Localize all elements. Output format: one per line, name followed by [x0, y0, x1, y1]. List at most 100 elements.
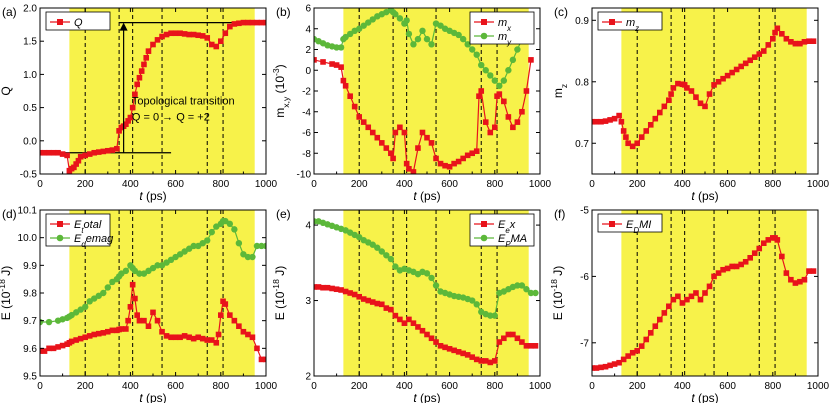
y-tick-label: 2.0	[23, 4, 37, 15]
data-point	[482, 119, 489, 125]
data-point	[492, 358, 498, 364]
data-point	[379, 140, 385, 146]
data-point	[527, 289, 535, 297]
data-point	[109, 147, 116, 153]
data-point	[487, 129, 494, 136]
data-point	[451, 160, 457, 167]
data-point	[403, 160, 410, 167]
data-point	[388, 150, 394, 157]
data-point	[492, 124, 498, 131]
data-point	[634, 347, 640, 354]
y-axis-label: E (10-18 J)	[0, 266, 13, 321]
data-point	[765, 237, 772, 243]
data-point	[141, 317, 147, 324]
data-point	[652, 115, 659, 122]
y-axis-label: Q	[0, 86, 13, 95]
legend: mz	[597, 11, 663, 33]
data-point	[487, 312, 494, 319]
data-point	[365, 297, 372, 304]
data-point	[414, 35, 422, 43]
data-point	[46, 149, 52, 156]
data-point	[145, 323, 152, 329]
data-point	[262, 242, 266, 250]
data-point	[532, 289, 539, 297]
data-point	[643, 336, 650, 343]
data-point	[86, 151, 93, 157]
data-point	[254, 19, 260, 26]
data-point	[756, 245, 763, 252]
data-point	[592, 365, 595, 371]
data-point	[365, 124, 372, 131]
data-point	[756, 51, 763, 57]
data-point	[518, 282, 526, 289]
y-tick-label: -8	[302, 149, 311, 160]
x-tick-label: 200	[77, 179, 94, 190]
panel-d: 0 200 400 600 800 1000 9.5 9.6 9.7 9.8 9.9 10.0 10.1…	[0, 206, 278, 403]
data-point	[392, 263, 399, 270]
data-point	[711, 82, 717, 88]
data-point	[360, 296, 367, 302]
data-point	[82, 303, 89, 311]
panel-b: 0 200 400 600 800 1000 -10 -8 -6 -4 -2 0 2 4 6 t (ps) mx…	[271, 4, 552, 204]
x-tick-label: 600	[441, 179, 458, 190]
data-point	[154, 37, 161, 43]
data-point	[788, 276, 794, 283]
x-tick-label: 400	[122, 381, 139, 392]
data-point	[623, 134, 629, 140]
arrow-head	[119, 22, 128, 31]
data-point	[751, 250, 758, 256]
data-point	[122, 267, 130, 275]
data-point	[684, 296, 690, 303]
y-tick-label: 4	[305, 24, 311, 35]
data-point	[392, 11, 399, 18]
data-point	[240, 19, 247, 26]
legend-label: Eex	[498, 219, 516, 235]
series-group	[592, 235, 817, 371]
panel-label: (d)	[2, 207, 17, 221]
data-point	[109, 327, 116, 334]
data-point	[510, 124, 516, 131]
data-point	[392, 129, 399, 136]
data-point	[390, 155, 396, 162]
data-point	[369, 299, 376, 305]
data-point	[342, 83, 349, 89]
y-axis-label: mz	[551, 84, 569, 98]
data-point	[810, 38, 817, 44]
x-tick-label: 800	[212, 381, 229, 392]
data-point	[415, 145, 421, 151]
data-point	[59, 342, 66, 349]
data-point	[95, 330, 102, 337]
y-tick-label: 9.6	[23, 344, 37, 355]
data-point	[204, 337, 211, 343]
data-point	[747, 255, 753, 261]
data-point	[129, 104, 136, 111]
data-point	[138, 68, 145, 74]
data-point	[505, 114, 512, 120]
y-tick-label: -0.5	[20, 170, 38, 181]
x-axis-label: t (ps)	[139, 391, 166, 403]
data-point	[163, 333, 170, 339]
data-point	[593, 365, 600, 371]
data-point	[46, 345, 52, 352]
y-tick-label: 10.0	[18, 233, 38, 244]
data-point	[150, 309, 156, 316]
data-point	[706, 91, 713, 97]
data-point	[742, 60, 749, 67]
data-point	[724, 265, 731, 272]
legend-label: Edemag	[74, 233, 114, 249]
data-point	[423, 35, 431, 43]
y-tick-label: 4	[305, 221, 311, 232]
data-point	[365, 19, 372, 26]
y-axis-label: E (10-18 J)	[549, 266, 565, 321]
data-point	[226, 220, 234, 228]
data-point	[419, 129, 426, 136]
data-point	[460, 350, 466, 357]
data-point	[657, 316, 663, 323]
data-point	[801, 39, 808, 45]
x-tick-label: 600	[167, 179, 184, 190]
data-point	[231, 317, 238, 324]
data-point	[792, 40, 799, 47]
data-point	[396, 15, 404, 22]
data-point	[702, 103, 708, 110]
x-tick-label: 600	[441, 381, 458, 392]
